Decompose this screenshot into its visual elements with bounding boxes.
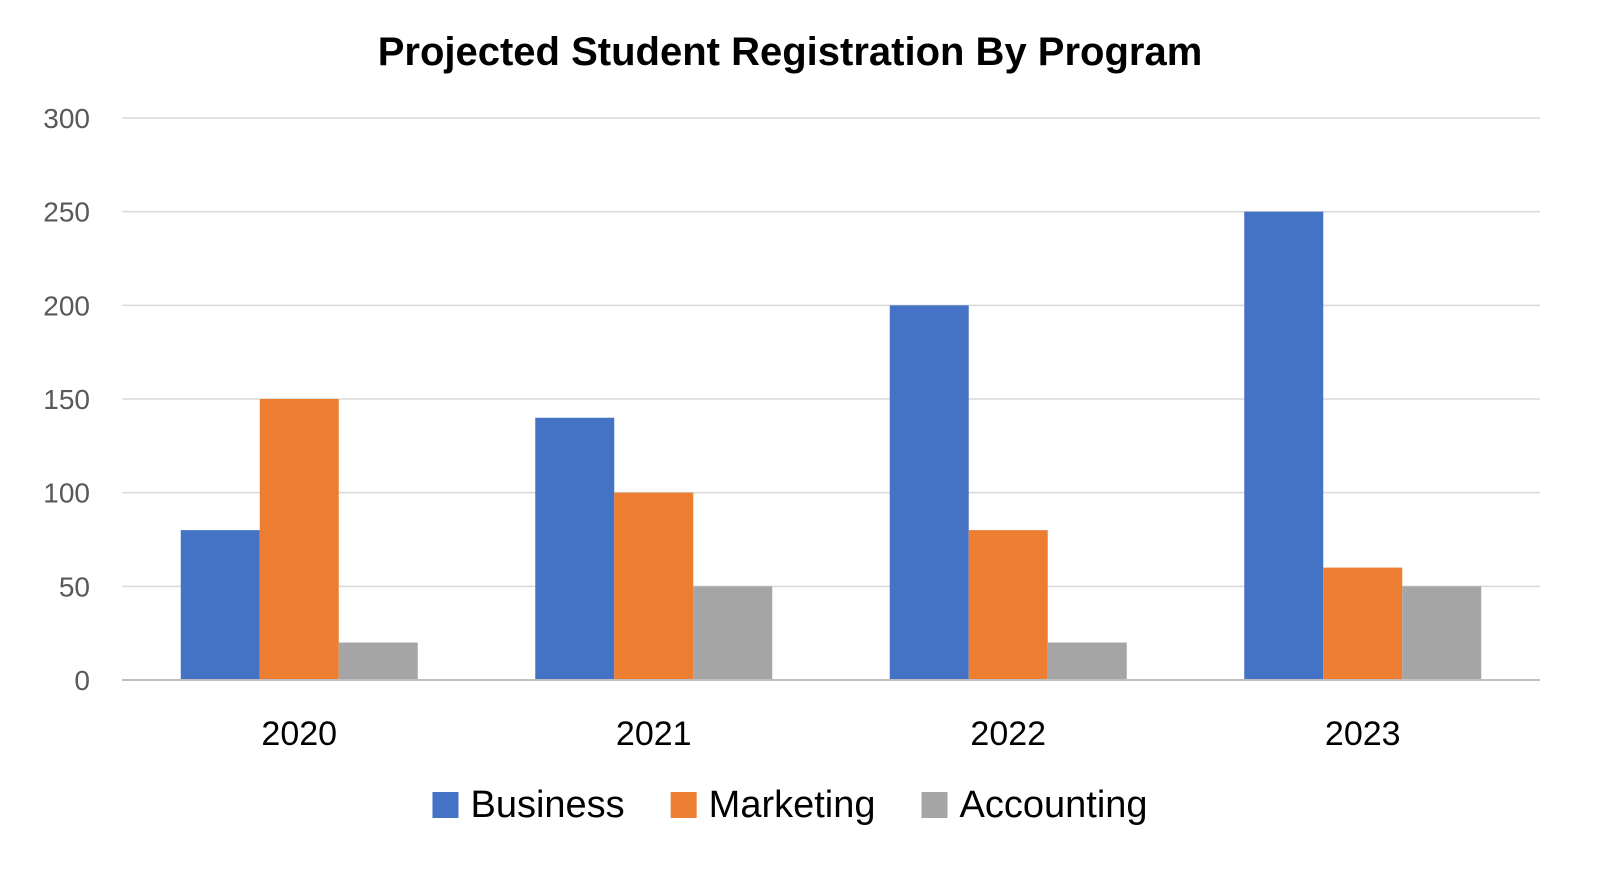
bar-marketing-2020: [259, 399, 339, 680]
y-tick-label: 250: [43, 197, 90, 228]
legend-label: Accounting: [960, 784, 1148, 826]
y-tick-label: 50: [59, 571, 90, 602]
x-axis-ticks: 2020 2021 2022 2023: [261, 715, 1400, 753]
x-tick-label: 2021: [616, 715, 692, 753]
y-tick-label: 150: [43, 384, 90, 415]
bar-accounting-2021: [693, 586, 773, 680]
legend-item-business: Business: [432, 784, 625, 826]
bar-marketing-2022: [968, 530, 1048, 680]
bar-business-2021: [535, 417, 615, 680]
bar-business-2020: [180, 530, 260, 680]
legend-swatch: [921, 792, 948, 818]
y-axis-ticks: 0 50 100 150 200 250 300: [43, 103, 90, 696]
x-tick-label: 2023: [1325, 715, 1401, 753]
legend-item-accounting: Accounting: [921, 784, 1148, 826]
chart-title: Projected Student Registration By Progra…: [378, 30, 1203, 74]
bar-accounting-2023: [1402, 586, 1482, 680]
legend-swatch: [432, 792, 459, 818]
legend-swatch: [670, 792, 697, 818]
bar-business-2022: [889, 305, 969, 680]
bar-business-2023: [1244, 211, 1324, 680]
bar-marketing-2023: [1323, 567, 1403, 680]
legend-label: Business: [470, 784, 624, 826]
bars: [180, 211, 1482, 680]
y-tick-label: 100: [43, 478, 90, 509]
legend-label: Marketing: [709, 784, 876, 826]
legend-item-marketing: Marketing: [670, 784, 876, 826]
legend: Business Marketing Accounting: [432, 784, 1148, 826]
y-tick-label: 300: [43, 103, 90, 134]
x-tick-label: 2020: [261, 715, 337, 753]
x-tick-label: 2022: [970, 715, 1046, 753]
bar-accounting-2022: [1047, 642, 1127, 680]
bar-accounting-2020: [338, 642, 418, 680]
y-tick-label: 0: [74, 665, 90, 696]
y-tick-label: 200: [43, 290, 90, 321]
bar-marketing-2021: [614, 492, 694, 680]
